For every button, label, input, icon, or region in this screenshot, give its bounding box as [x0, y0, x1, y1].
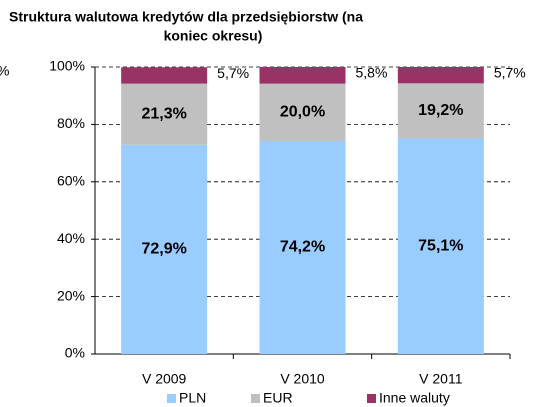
bar-segment — [397, 83, 484, 139]
data-label: 19,2% — [418, 102, 463, 119]
y-tick-label: 80% — [57, 115, 85, 131]
legend-swatch — [251, 394, 260, 403]
legend-label: PLN — [179, 390, 206, 406]
y-tick-label: 20% — [57, 287, 85, 303]
y-tick-label: 60% — [57, 173, 85, 189]
data-label: 21,3% — [141, 105, 186, 122]
bar-segment — [259, 83, 346, 142]
annotation: % — [0, 63, 9, 79]
bar-segment — [397, 138, 484, 354]
x-tick-label: V 2010 — [280, 371, 325, 387]
bar-segment — [121, 83, 208, 145]
chart-title: koniec okresu) — [164, 28, 263, 44]
chart-title: Struktura walutowa kredytów dla przedsię… — [9, 9, 363, 25]
legend-swatch — [367, 394, 376, 403]
data-label: 74,2% — [280, 239, 325, 256]
bar-segment — [397, 67, 484, 84]
data-label: 5,8% — [356, 65, 388, 81]
legend-label: Inne waluty — [379, 390, 450, 406]
data-label: 20,0% — [280, 104, 325, 121]
data-label: 5,7% — [494, 65, 526, 81]
data-label: 72,9% — [141, 241, 186, 258]
x-tick-label: V 2011 — [419, 371, 463, 387]
legend-label: EUR — [263, 390, 293, 406]
bar-segment — [121, 67, 208, 84]
bar-segment — [121, 144, 208, 354]
data-label: 75,1% — [418, 237, 463, 254]
bar-segment — [259, 141, 346, 354]
y-tick-label: 40% — [57, 230, 85, 246]
x-tick-label: V 2009 — [142, 371, 187, 387]
y-tick-label: 100% — [49, 58, 85, 74]
legend-swatch — [167, 394, 176, 403]
data-label: 5,7% — [217, 65, 249, 81]
y-tick-label: 0% — [65, 345, 85, 361]
bar-segment — [259, 67, 346, 84]
